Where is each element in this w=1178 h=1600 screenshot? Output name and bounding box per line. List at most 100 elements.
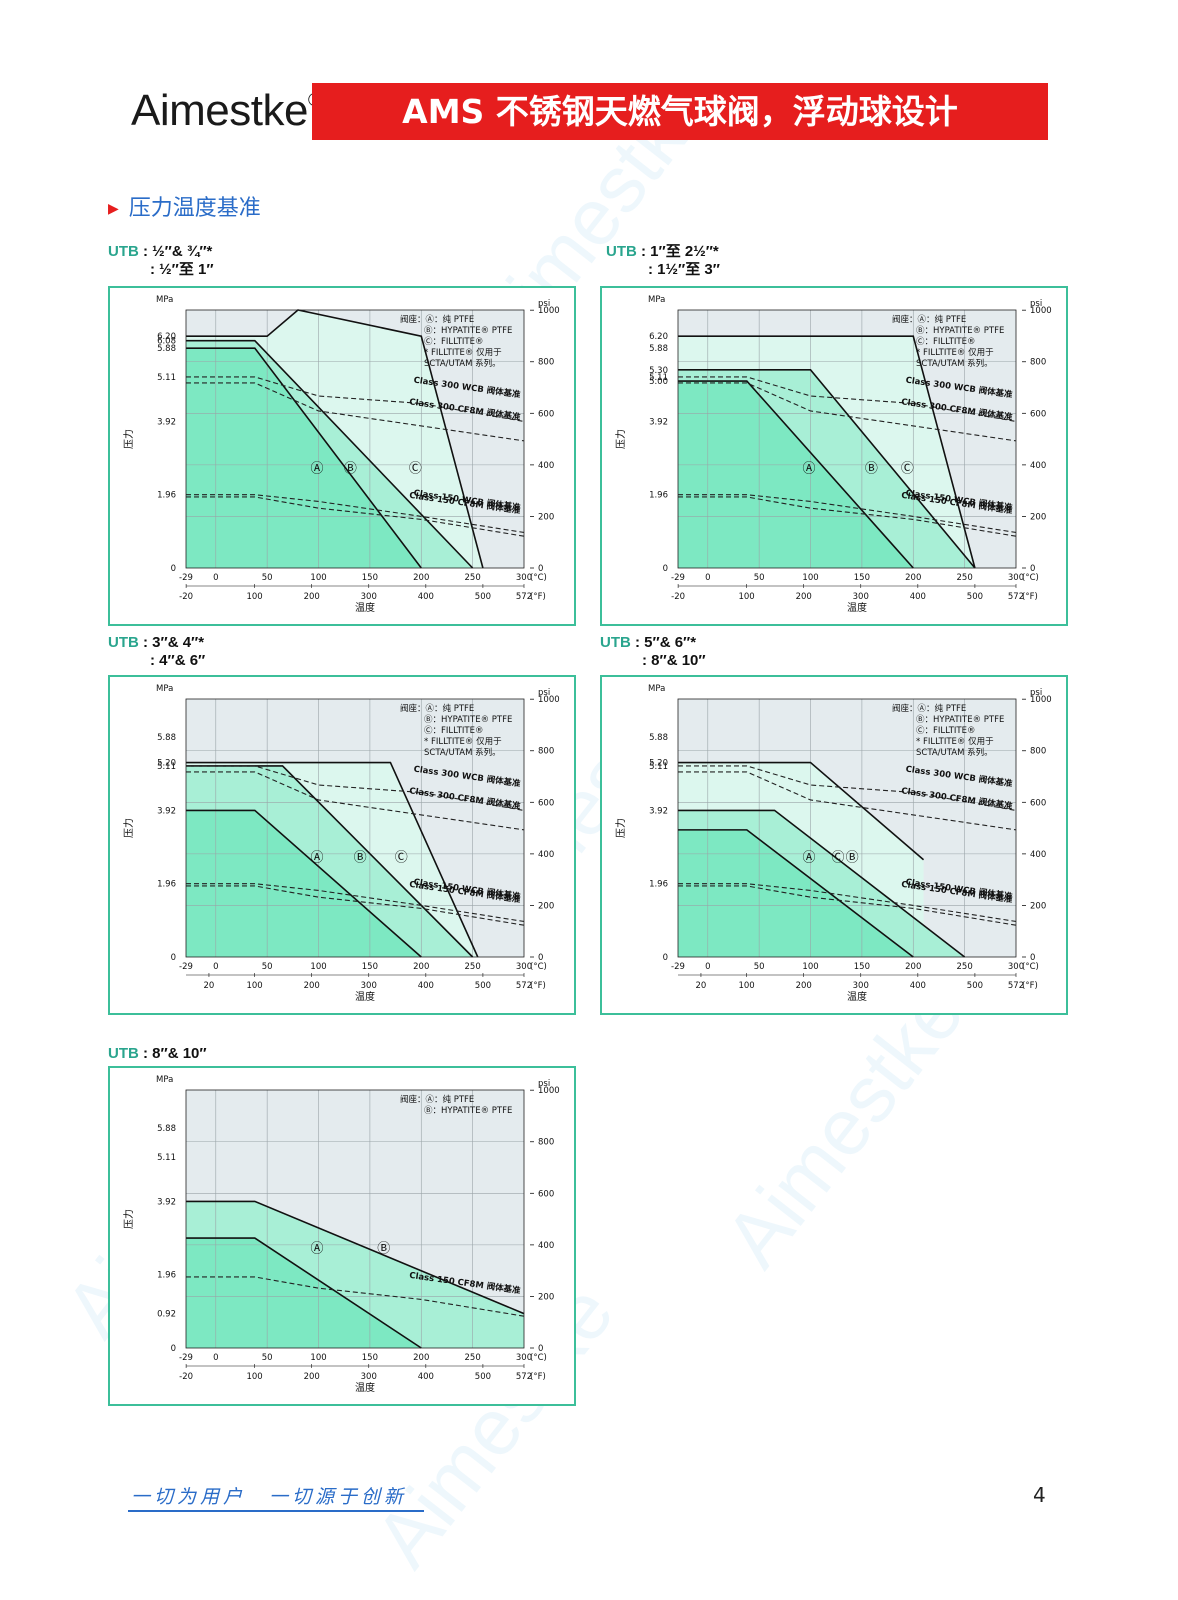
psi-tick-label: 0: [538, 1344, 543, 1354]
fahrenheit-tick-label: 100: [738, 592, 754, 602]
utb-key: UTB: [600, 634, 631, 651]
celsius-tick-label: 50: [262, 1353, 273, 1363]
body-rating-line: [678, 382, 1017, 442]
x-axis-label: 温度: [355, 601, 375, 614]
mpa-tick-label: 5.88: [157, 733, 176, 743]
celsius-tick-label: 150: [854, 573, 870, 583]
mpa-tick-label: 1.96: [157, 1271, 176, 1281]
fahrenheit-tick-label: 200: [796, 592, 812, 602]
celsius-tick-label: 100: [802, 573, 818, 583]
seat-region: [186, 810, 422, 957]
celsius-tick-label: -29: [671, 962, 685, 972]
celsius-tick-label: 250: [957, 962, 973, 972]
seat-legend-line: Ⓑ：HYPATITE® PTFE: [916, 326, 1004, 336]
utb-label-3: UTB : 3″& 4″* : 4″& 6″: [108, 634, 205, 670]
chart-panel-5: Ⓐ Ⓑ Class 150 CF8M 阀体基准 MPa 5.88 5.11 3.92 1.96…: [108, 1066, 576, 1406]
seat-boundary: [678, 369, 976, 569]
seat-boundary: [678, 829, 914, 958]
fahrenheit-tick-label: -20: [179, 1372, 193, 1382]
celsius-tick-label: 50: [262, 573, 273, 583]
mpa-tick-label: 0: [171, 1344, 176, 1354]
y-axis-label: 压力: [614, 818, 627, 838]
psi-tick-label: 400: [538, 461, 554, 471]
psi-tick-label: 0: [1030, 953, 1035, 963]
chart-panel-4: Ⓐ Ⓑ Ⓒ Class 300 WCB 阀体基准 Class 300 CF8M 阀体基准…: [600, 675, 1068, 1015]
celsius-tick-label: 200: [905, 573, 921, 583]
fahrenheit-tick-label: 500: [475, 1372, 491, 1382]
mpa-tick-label: 0: [171, 953, 176, 963]
plot-frame: [677, 309, 1017, 569]
mpa-tick-label: 5.88: [649, 344, 668, 354]
body-rating-line: [186, 771, 525, 831]
chart-panel-3: Ⓐ Ⓑ Ⓒ Class 300 WCB 阀体基准 Class 300 CF8M 阀体基准…: [108, 675, 576, 1015]
chart-panel-1: Ⓐ Ⓑ Ⓒ Class 300 WCB 阀体基准 Class 300 CF8M 阀体基准…: [108, 286, 576, 626]
celsius-tick-label: 300: [516, 1353, 532, 1363]
body-rating-line: [186, 382, 525, 442]
celsius-unit-label: (°C): [530, 962, 547, 972]
celsius-tick-label: 200: [413, 962, 429, 972]
mpa-tick-label: 5.88: [157, 1124, 176, 1134]
fahrenheit-tick-label: 300: [361, 592, 377, 602]
psi-tick-label: 800: [538, 358, 554, 368]
fahrenheit-tick-label: 200: [304, 981, 320, 991]
psi-tick-label: 1000: [1030, 306, 1052, 316]
mpa-unit-label: MPa: [648, 684, 665, 694]
mpa-tick-label: 0: [171, 564, 176, 574]
seat-legend-line: Ⓑ：HYPATITE® PTFE: [424, 326, 512, 336]
mpa-tick-label: 3.92: [157, 1197, 176, 1207]
celsius-tick-label: 150: [362, 962, 378, 972]
fahrenheit-tick-label: 400: [418, 592, 434, 602]
utb-size-2: : 8″& 10″: [642, 652, 706, 669]
triangle-icon: ▶: [108, 201, 119, 217]
region-label: Ⓐ: [803, 462, 816, 477]
celsius-tick-label: 0: [705, 573, 710, 583]
mpa-tick-label: 5.20: [649, 759, 668, 769]
y-axis-label: 压力: [122, 429, 135, 449]
mpa-tick-label: 5.11: [157, 1153, 176, 1163]
fahrenheit-tick-label: 100: [246, 1372, 262, 1382]
y-axis-label: 压力: [122, 1209, 135, 1229]
mpa-tick-label: 0: [663, 564, 668, 574]
psi-tick-label: 0: [538, 953, 543, 963]
celsius-tick-label: 0: [213, 573, 218, 583]
psi-tick-label: 200: [1030, 512, 1046, 522]
plot-frame: [185, 1089, 525, 1349]
celsius-tick-label: 250: [957, 573, 973, 583]
section-heading: ▶ 压力温度基准: [108, 190, 261, 222]
mpa-tick-label: 1.96: [649, 491, 668, 501]
body-rating-line: [678, 376, 1017, 422]
mpa-tick-label: 5.11: [157, 373, 176, 383]
fahrenheit-tick-label: 400: [910, 592, 926, 602]
celsius-tick-label: 150: [362, 1353, 378, 1363]
celsius-tick-label: 50: [754, 962, 765, 972]
brand-logo: Aimestke®: [131, 86, 321, 136]
fahrenheit-unit-label: (°F): [1022, 981, 1038, 991]
psi-tick-label: 0: [538, 564, 543, 574]
seat-boundary: [678, 809, 966, 958]
celsius-tick-label: 250: [465, 1353, 481, 1363]
seat-legend-line: * FILLTITE® 仅用于: [916, 347, 994, 358]
body-rating-line: [186, 494, 525, 534]
psi-tick-label: 1000: [538, 695, 560, 705]
fahrenheit-tick-label: 200: [304, 592, 320, 602]
celsius-tick-label: 100: [310, 962, 326, 972]
seat-boundary: [678, 380, 914, 569]
celsius-tick-label: 200: [413, 573, 429, 583]
celsius-tick-label: 300: [516, 962, 532, 972]
mpa-tick-label: 5.30: [649, 366, 668, 376]
region-label: Ⓒ: [901, 462, 914, 477]
fahrenheit-unit-label: (°F): [530, 1372, 546, 1382]
fahrenheit-tick-label: 100: [738, 981, 754, 991]
y-axis-label: 压力: [122, 818, 135, 838]
mpa-tick-label: 5.88: [649, 733, 668, 743]
seat-boundary: [678, 761, 925, 861]
mpa-tick-label: 0: [663, 953, 668, 963]
psi-tick-label: 600: [538, 798, 554, 808]
celsius-tick-label: 100: [310, 573, 326, 583]
region-label: Ⓑ: [846, 851, 859, 866]
plot-frame: [185, 309, 525, 569]
celsius-tick-label: 0: [213, 962, 218, 972]
